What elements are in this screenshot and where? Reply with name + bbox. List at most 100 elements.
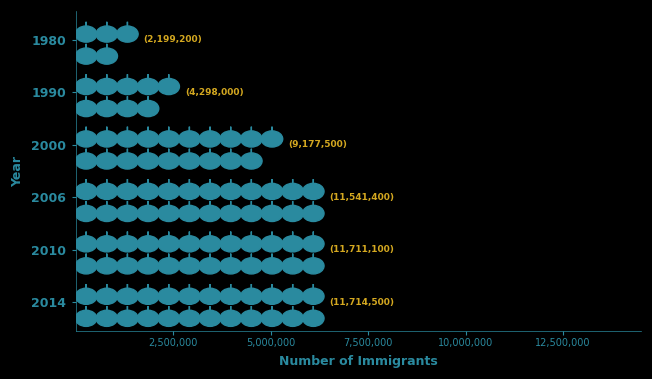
Ellipse shape	[179, 310, 200, 326]
Ellipse shape	[96, 236, 117, 252]
Ellipse shape	[117, 288, 138, 304]
Ellipse shape	[220, 183, 241, 199]
Ellipse shape	[158, 183, 179, 199]
Ellipse shape	[200, 288, 221, 304]
Ellipse shape	[179, 236, 200, 252]
Ellipse shape	[138, 131, 159, 147]
Text: (2,199,200): (2,199,200)	[143, 36, 202, 44]
Ellipse shape	[220, 258, 241, 274]
Ellipse shape	[303, 310, 324, 326]
Ellipse shape	[158, 153, 179, 169]
Ellipse shape	[96, 153, 117, 169]
Ellipse shape	[261, 131, 283, 147]
Ellipse shape	[138, 183, 159, 199]
Ellipse shape	[200, 310, 221, 326]
Ellipse shape	[200, 153, 221, 169]
Ellipse shape	[96, 258, 117, 274]
Ellipse shape	[96, 288, 117, 304]
Ellipse shape	[220, 288, 241, 304]
Text: (11,541,400): (11,541,400)	[329, 193, 394, 202]
Ellipse shape	[200, 131, 221, 147]
Ellipse shape	[76, 236, 97, 252]
Ellipse shape	[179, 205, 200, 221]
Ellipse shape	[138, 100, 159, 117]
Ellipse shape	[303, 183, 324, 199]
Ellipse shape	[138, 288, 159, 304]
Ellipse shape	[261, 310, 283, 326]
Ellipse shape	[138, 310, 159, 326]
Ellipse shape	[96, 100, 117, 117]
Ellipse shape	[200, 183, 221, 199]
Ellipse shape	[241, 183, 262, 199]
Ellipse shape	[117, 131, 138, 147]
Text: (9,177,500): (9,177,500)	[288, 140, 347, 149]
Ellipse shape	[241, 288, 262, 304]
Ellipse shape	[96, 78, 117, 95]
Ellipse shape	[158, 288, 179, 304]
Ellipse shape	[220, 310, 241, 326]
Ellipse shape	[241, 258, 262, 274]
Ellipse shape	[282, 183, 303, 199]
Ellipse shape	[117, 258, 138, 274]
Ellipse shape	[220, 131, 241, 147]
Ellipse shape	[282, 205, 303, 221]
Ellipse shape	[96, 310, 117, 326]
Ellipse shape	[96, 26, 117, 42]
Ellipse shape	[241, 310, 262, 326]
Ellipse shape	[179, 258, 200, 274]
Ellipse shape	[303, 258, 324, 274]
Ellipse shape	[303, 205, 324, 221]
Ellipse shape	[220, 236, 241, 252]
Ellipse shape	[96, 183, 117, 199]
Ellipse shape	[179, 288, 200, 304]
X-axis label: Number of Immigrants: Number of Immigrants	[279, 355, 437, 368]
Y-axis label: Year: Year	[11, 155, 24, 186]
Text: (11,711,100): (11,711,100)	[329, 245, 394, 254]
Ellipse shape	[282, 236, 303, 252]
Ellipse shape	[76, 26, 97, 42]
Ellipse shape	[117, 153, 138, 169]
Ellipse shape	[117, 26, 138, 42]
Ellipse shape	[96, 131, 117, 147]
Ellipse shape	[200, 205, 221, 221]
Ellipse shape	[117, 310, 138, 326]
Ellipse shape	[261, 288, 283, 304]
Ellipse shape	[241, 236, 262, 252]
Ellipse shape	[76, 100, 97, 117]
Ellipse shape	[138, 258, 159, 274]
Ellipse shape	[220, 205, 241, 221]
Ellipse shape	[179, 183, 200, 199]
Ellipse shape	[179, 131, 200, 147]
Ellipse shape	[76, 78, 97, 95]
Ellipse shape	[282, 288, 303, 304]
Text: (11,714,500): (11,714,500)	[329, 298, 394, 307]
Ellipse shape	[282, 310, 303, 326]
Ellipse shape	[138, 236, 159, 252]
Ellipse shape	[261, 258, 283, 274]
Ellipse shape	[117, 100, 138, 117]
Ellipse shape	[261, 236, 283, 252]
Ellipse shape	[96, 205, 117, 221]
Ellipse shape	[261, 205, 283, 221]
Ellipse shape	[76, 153, 97, 169]
Ellipse shape	[303, 236, 324, 252]
Ellipse shape	[117, 78, 138, 95]
Ellipse shape	[138, 153, 159, 169]
Ellipse shape	[76, 258, 97, 274]
Ellipse shape	[158, 131, 179, 147]
Ellipse shape	[76, 131, 97, 147]
Ellipse shape	[261, 183, 283, 199]
Ellipse shape	[76, 310, 97, 326]
Ellipse shape	[117, 205, 138, 221]
Ellipse shape	[76, 183, 97, 199]
Ellipse shape	[138, 205, 159, 221]
Ellipse shape	[158, 236, 179, 252]
Ellipse shape	[158, 258, 179, 274]
Ellipse shape	[96, 48, 117, 64]
Ellipse shape	[200, 236, 221, 252]
Ellipse shape	[76, 288, 97, 304]
Ellipse shape	[158, 205, 179, 221]
Ellipse shape	[282, 258, 303, 274]
Ellipse shape	[138, 78, 159, 95]
Ellipse shape	[117, 236, 138, 252]
